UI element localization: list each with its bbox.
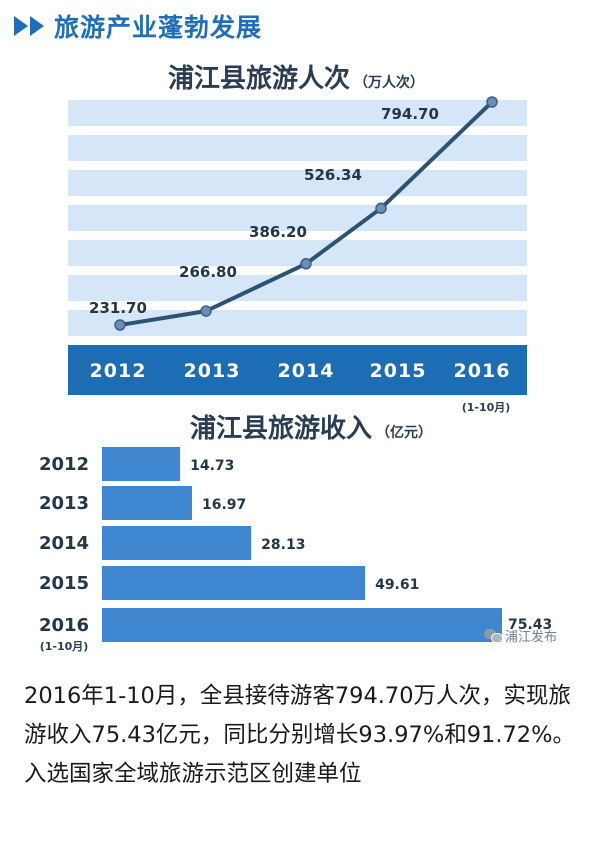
grid-band	[68, 100, 527, 126]
bar	[102, 608, 502, 642]
data-point	[486, 96, 498, 108]
data-label: 28.13	[261, 537, 305, 553]
line-chart: 231.70 266.80 386.20 526.34 794.70 2012 2013 20…	[68, 96, 527, 414]
x-tick-label: 2016	[454, 360, 511, 382]
section-title: 旅游产业蓬勃发展	[54, 13, 263, 42]
data-label: 526.34	[304, 166, 362, 184]
data-label: 49.61	[375, 577, 419, 593]
data-label: 16.97	[202, 497, 246, 513]
y-tick-note: (1-10月)	[40, 640, 89, 653]
bar	[102, 526, 252, 560]
data-point	[200, 305, 212, 317]
x-tick-label: 2013	[184, 360, 241, 382]
line-chart-title-text: 浦江县旅游人次	[168, 64, 351, 94]
y-tick-label: 2013	[39, 493, 89, 514]
y-tick-label: 2015	[39, 573, 89, 594]
y-tick-label: 2016	[39, 615, 89, 636]
data-point	[300, 258, 312, 270]
line-chart-title: 浦江县旅游人次 （万人次）	[168, 58, 424, 95]
bar-chart: 14.73 2012 16.97 2013 28.13 2014 49.61 2015 75.4…	[39, 447, 552, 653]
bar-chart-unit: （亿元）	[376, 425, 433, 441]
data-label: 75.43	[508, 617, 552, 633]
caption-text: 2016年1-10月，全县接待游客794.70万人次，实现旅游收入75.43亿元…	[24, 683, 575, 787]
data-label: 386.20	[249, 223, 307, 241]
grid-band	[68, 240, 527, 266]
bar	[102, 566, 366, 600]
data-label: 266.80	[179, 263, 237, 281]
grid-band	[68, 205, 527, 231]
x-tick-label: 2014	[278, 360, 335, 382]
bar	[102, 447, 181, 481]
bar	[102, 486, 192, 520]
section-header: 旅游产业蓬勃发展	[14, 8, 262, 44]
line-chart-unit: （万人次）	[354, 75, 425, 91]
watermark-text: 浦江发布	[505, 630, 558, 645]
x-tick-label: 2015	[370, 360, 427, 382]
y-tick-label: 2014	[39, 533, 89, 554]
x-tick-label: 2012	[90, 360, 147, 382]
y-tick-label: 2012	[39, 454, 89, 475]
wechat-icon	[484, 628, 503, 643]
data-label: 14.73	[190, 458, 234, 474]
watermark: 浦江发布	[484, 626, 557, 645]
x-axis-band	[68, 345, 527, 395]
x-tick-note: (1-10月)	[462, 401, 511, 414]
data-point	[114, 319, 126, 331]
data-point	[375, 202, 387, 215]
bar-chart-title-text: 浦江县旅游收入	[190, 414, 373, 444]
triangle-arrow-icon	[14, 16, 28, 36]
triangle-arrow-icon	[30, 16, 44, 36]
grid-band	[68, 170, 527, 196]
data-label: 231.70	[89, 299, 147, 317]
data-label: 794.70	[381, 105, 439, 123]
grid-band	[68, 275, 527, 301]
bar-chart-title: 浦江县旅游收入 （亿元）	[190, 408, 432, 445]
